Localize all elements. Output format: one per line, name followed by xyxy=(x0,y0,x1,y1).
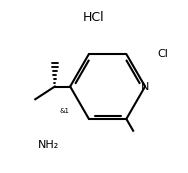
Text: Cl: Cl xyxy=(157,49,168,59)
Text: HCl: HCl xyxy=(83,11,105,24)
Text: N: N xyxy=(141,81,149,92)
Text: &1: &1 xyxy=(59,108,69,114)
Text: NH₂: NH₂ xyxy=(37,140,59,150)
